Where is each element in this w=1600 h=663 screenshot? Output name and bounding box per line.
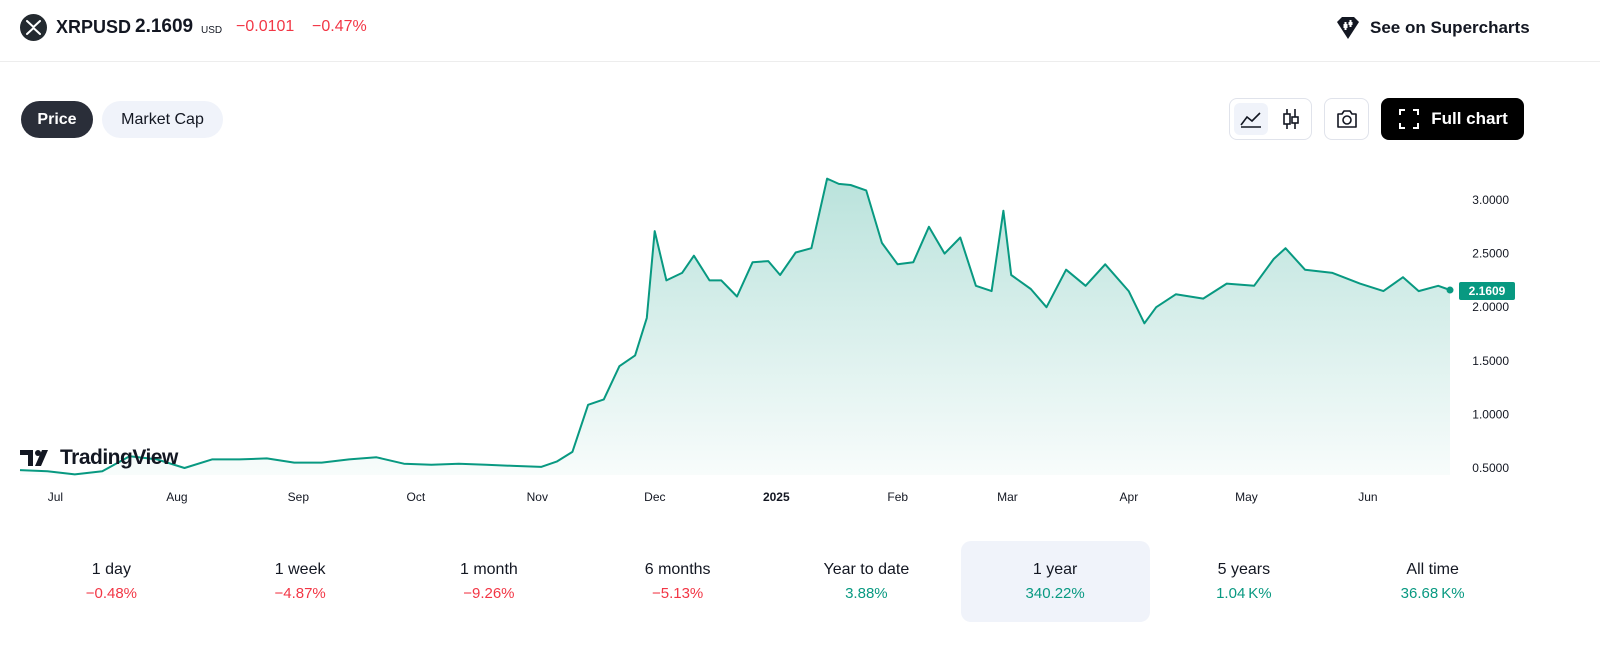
symbol-header: XRPUSD 2.1609 USD −0.0101 −0.47% See on … <box>0 0 1600 62</box>
area-chart-button[interactable] <box>1234 103 1268 135</box>
x-axis-tick-label: Sep <box>288 490 310 504</box>
fullscreen-icon <box>1399 109 1420 129</box>
area-chart-icon <box>1240 112 1261 128</box>
x-axis-tick-label: Nov <box>527 490 548 504</box>
last-price: 2.1609 <box>135 16 194 37</box>
price-area-fill <box>20 178 1450 475</box>
tab-price[interactable]: Price <box>21 101 93 138</box>
period-6-months[interactable]: 6 months −5.13% <box>583 541 772 622</box>
y-axis-tick-label: 2.0000 <box>1472 300 1509 314</box>
period-label: 6 months <box>644 561 711 578</box>
period-change: 36.68 K% <box>1400 585 1465 602</box>
x-axis-tick-label: Oct <box>407 490 426 504</box>
x-axis-tick-label: Jul <box>48 490 63 504</box>
price-change: −0.0101 <box>236 18 295 35</box>
period-label: 5 years <box>1217 561 1271 578</box>
x-axis-tick-label: Mar <box>997 490 1018 504</box>
last-value-badge <box>1459 281 1515 300</box>
last-value-label: 2.1609 <box>1469 284 1506 298</box>
period-1-month[interactable]: 1 month −9.26% <box>395 541 584 622</box>
y-axis-tick-label: 1.0000 <box>1472 407 1509 421</box>
y-axis-tick-label: 1.5000 <box>1472 354 1509 368</box>
period-label: 1 year <box>1032 561 1078 578</box>
price-currency: USD <box>201 25 223 36</box>
tradingview-wordmark: TradingView <box>60 446 178 469</box>
snapshot-button[interactable] <box>1324 98 1369 140</box>
period-change: −4.87% <box>274 585 326 602</box>
period-label: Year to date <box>823 561 910 578</box>
period-change: 340.22% <box>1025 585 1085 602</box>
tradingview-logo-icon <box>20 450 48 466</box>
period-change: 1.04 K% <box>1216 585 1272 602</box>
chart-type-toggle <box>1229 98 1312 140</box>
symbol-name: XRPUSD <box>56 17 132 37</box>
period-all-time[interactable]: All time 36.68 K% <box>1338 541 1527 622</box>
x-axis-tick-label: May <box>1235 490 1258 504</box>
period-1-week[interactable]: 1 week −4.87% <box>206 541 395 622</box>
price-series-line <box>19 177 1451 476</box>
period-label: 1 month <box>459 561 518 578</box>
candlestick-button[interactable] <box>1274 103 1308 135</box>
tradingview-logo: TradingView <box>20 446 178 470</box>
tab-market-cap[interactable]: Market Cap <box>102 101 223 138</box>
supercharts-icon <box>1337 17 1359 39</box>
camera-icon <box>1336 110 1357 128</box>
period-label: All time <box>1406 561 1459 578</box>
x-axis-tick-label: Dec <box>644 490 665 504</box>
x-axis-tick-label: 2025 <box>763 490 790 504</box>
last-price-point <box>1446 286 1454 294</box>
price-chart[interactable]: 3.0000 2.5000 2.0000 1.5000 1.0000 0.5000 2.16… <box>0 150 1600 520</box>
period-label: 1 week <box>274 561 326 578</box>
x-axis-tick-label: Apr <box>1120 490 1139 504</box>
candlestick-icon <box>1283 109 1299 129</box>
x-axis-tick-label: Aug <box>166 490 187 504</box>
period-year-to-date[interactable]: Year to date 3.88% <box>772 541 961 622</box>
period-5-years[interactable]: 5 years 1.04 K% <box>1150 541 1339 622</box>
x-axis-tick-label: Feb <box>887 490 908 504</box>
y-axis-tick-label: 3.0000 <box>1472 193 1509 207</box>
period-change: 3.88% <box>845 585 888 602</box>
full-chart-label: Full chart <box>1431 109 1508 128</box>
period-change: −9.26% <box>463 585 515 602</box>
price-change-percent: −0.47% <box>312 18 367 35</box>
performance-periods: 1 day −0.48% 1 week −4.87% 1 month −9.26… <box>17 541 1527 622</box>
supercharts-label: See on Supercharts <box>1370 18 1530 37</box>
y-axis-tick-label: 2.5000 <box>1472 247 1509 261</box>
full-chart-button[interactable]: Full chart <box>1381 98 1524 140</box>
x-axis-tick-label: Jun <box>1358 490 1377 504</box>
period-change: −0.48% <box>85 585 138 602</box>
period-change: −5.13% <box>651 585 704 602</box>
xrp-logo-icon <box>20 14 47 41</box>
period-1-year[interactable]: 1 year 340.22% <box>960 541 1150 622</box>
period-1-day[interactable]: 1 day −0.48% <box>17 541 206 622</box>
y-axis-tick-label: 0.5000 <box>1472 461 1509 475</box>
see-on-supercharts-link[interactable]: See on Supercharts <box>1334 14 1530 42</box>
period-label: 1 day <box>91 561 131 578</box>
